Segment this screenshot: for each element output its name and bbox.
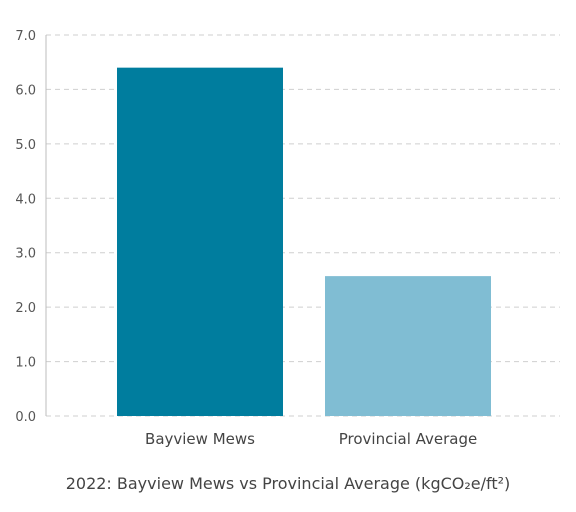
- bar-chart: 0.0 1.0 2.0 3.0 4.0 5.0 6.0 7.0 Bayview Mews Pro…: [15, 29, 560, 448]
- y-tick-label: 3.0: [15, 247, 36, 262]
- y-tick-label: 4.0: [15, 192, 36, 207]
- bar-provincial-average: [325, 276, 491, 416]
- y-tick-label: 2.0: [15, 301, 36, 316]
- x-axis: Bayview Mews Provincial Average: [145, 430, 477, 448]
- y-tick-label: 1.0: [15, 356, 36, 371]
- y-tick-label: 0.0: [15, 410, 36, 425]
- y-axis: 0.0 1.0 2.0 3.0 4.0 5.0 6.0 7.0: [15, 29, 47, 425]
- bar-bayview-mews: [117, 67, 283, 417]
- y-tick-label: 5.0: [15, 138, 36, 153]
- x-tick-label: Provincial Average: [339, 430, 478, 448]
- chart-title: 2022: Bayview Mews vs Provincial Average…: [65, 474, 511, 493]
- x-tick-label: Bayview Mews: [145, 430, 255, 448]
- y-tick-label: 7.0: [15, 29, 36, 44]
- y-tick-label: 6.0: [15, 83, 36, 98]
- bars: [117, 67, 491, 417]
